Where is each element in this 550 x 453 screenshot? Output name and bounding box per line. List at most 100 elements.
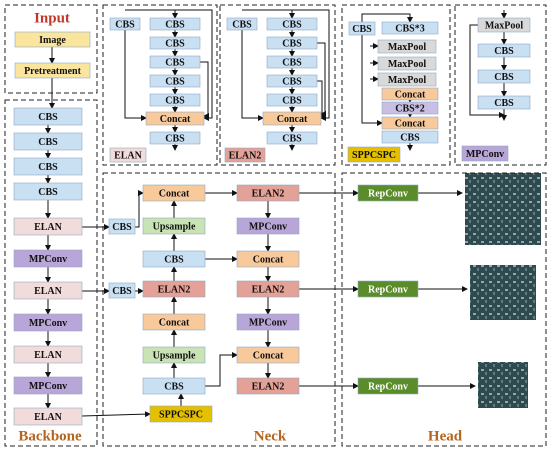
block	[149, 405, 213, 423]
panel-title: Input	[34, 10, 70, 26]
block	[236, 217, 300, 235]
block	[149, 131, 201, 145]
connectors	[45, 9, 507, 418]
head-panel: Head RepConv RepConv RepConv	[341, 172, 547, 447]
block-label: CBS	[165, 57, 185, 68]
block-label: ELAN2	[252, 381, 285, 392]
block	[13, 157, 83, 176]
block-label: MPConv	[249, 221, 287, 232]
block-label: Concat	[160, 114, 191, 125]
block	[13, 345, 83, 364]
block	[14, 31, 91, 48]
block	[13, 217, 83, 236]
block-label: ELAN2	[252, 284, 285, 295]
panel-title-box	[224, 147, 266, 163]
output-image-small	[478, 362, 528, 408]
block-label: MPConv	[249, 317, 287, 328]
block	[13, 182, 83, 201]
arrow	[135, 190, 144, 228]
block	[149, 55, 201, 69]
panel-title-box	[461, 145, 509, 162]
block-label: MaxPool	[388, 42, 427, 53]
block	[381, 87, 439, 101]
block-label: Concat	[253, 254, 284, 265]
block-label: CBS	[494, 46, 514, 57]
block	[357, 184, 419, 202]
block-label: RepConv	[368, 381, 408, 392]
block	[381, 101, 439, 115]
block-label: CBS	[400, 132, 420, 143]
block-label: Concat	[395, 118, 426, 129]
backbone-panel: Backbone CBS CBS CBS CBS ELAN MPConv ELAN MPConv…	[4, 99, 98, 447]
block	[13, 249, 83, 268]
block	[14, 62, 91, 79]
block	[226, 17, 258, 31]
block	[236, 250, 300, 268]
block-label: CBS	[282, 95, 302, 106]
block	[149, 17, 201, 31]
block-label: CBS	[282, 76, 302, 87]
block	[142, 313, 206, 331]
panel-title: ELAN2	[229, 150, 262, 161]
mpconv-panel: MPConv MaxPool CBS CBS CBS	[454, 4, 547, 166]
arrow	[361, 13, 413, 23]
panel-border	[219, 4, 336, 166]
block	[13, 313, 83, 332]
panel-title: Neck	[254, 428, 287, 444]
block-label: CBS	[165, 38, 185, 49]
block	[142, 377, 206, 395]
block-label: CBS*2	[395, 103, 424, 114]
output-image-large	[465, 173, 541, 245]
block-label: CBS	[164, 254, 184, 265]
block	[262, 111, 322, 126]
block-label: ELAN	[34, 222, 63, 233]
block	[145, 111, 205, 126]
panel-border	[102, 172, 336, 447]
block-label: MaxPool	[388, 59, 427, 70]
block-label: MaxPool	[388, 75, 427, 86]
arrow	[124, 30, 147, 121]
block	[266, 55, 318, 69]
block	[108, 218, 136, 235]
block	[357, 377, 419, 395]
block	[348, 21, 376, 36]
block-label: Concat	[395, 89, 426, 100]
arrow	[317, 80, 326, 117]
block	[108, 282, 136, 299]
block	[142, 346, 206, 364]
block-label: CBS*3	[395, 23, 424, 34]
neck-panel: Neck Concat Upsample CBS ELAN2 Concat Upsample…	[102, 172, 336, 447]
block-label: Pretreatment	[24, 66, 81, 77]
block-label: ELAN2	[252, 188, 285, 199]
arrow	[317, 42, 326, 119]
block	[142, 217, 206, 235]
arrow	[81, 411, 151, 418]
block-label: CBS	[282, 38, 302, 49]
block	[142, 280, 206, 298]
arrow	[205, 352, 238, 387]
block-label: Upsample	[153, 221, 196, 232]
block-label: CBS	[112, 222, 132, 233]
arrow	[200, 61, 209, 119]
block	[381, 130, 439, 144]
input-panel: Input Image Pretreatment	[4, 4, 98, 94]
block-label: CBS	[38, 187, 58, 198]
block-label: ELAN	[34, 286, 63, 297]
block	[236, 280, 300, 298]
block-label: CBS	[38, 112, 58, 123]
block	[142, 250, 206, 268]
panel-border	[341, 4, 451, 166]
block-label: CBS	[164, 381, 184, 392]
panel-title: SPPCSPC	[352, 150, 396, 161]
panel-border	[4, 99, 98, 447]
block	[266, 74, 318, 88]
block	[381, 116, 439, 130]
block-label: CBS	[282, 19, 302, 30]
block	[266, 17, 318, 31]
block	[266, 93, 318, 107]
sppcspc-panel: SPPCSPC CBS CBS*3 MaxPool MaxPool MaxPool Conc…	[341, 4, 451, 166]
panel-title: MPConv	[466, 149, 504, 160]
block	[13, 132, 83, 151]
panel-title-box	[347, 146, 401, 163]
